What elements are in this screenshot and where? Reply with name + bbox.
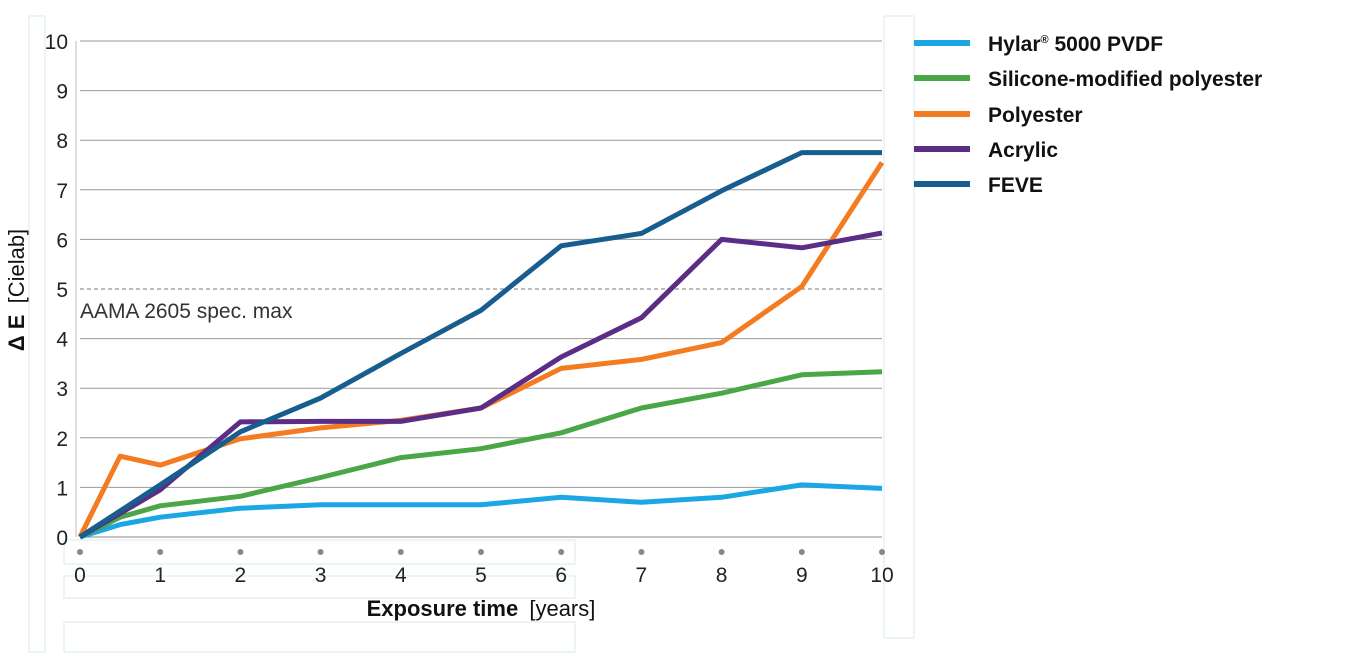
legend-label: Acrylic [988,139,1058,162]
x-axis-title: Exposure time [years] [367,596,596,621]
series-line [79,482,883,540]
y-tick-label: 9 [56,81,68,104]
x-tick-label: 7 [636,564,648,587]
x-tick-dots [77,549,885,555]
y-tick-label: 2 [56,428,68,451]
legend-label: Polyester [988,104,1083,127]
x-tick-label: 8 [716,564,728,587]
x-tick-label: 3 [315,564,327,587]
decorative-frames [28,15,915,653]
x-tick-label: 2 [235,564,247,587]
series-lines [77,150,885,540]
x-tick-dot [237,549,244,555]
legend-item: Polyester [914,104,1083,127]
series-line [77,161,885,539]
y-tick-labels: 0 1 2 3 4 5 6 7 8 9 10 [45,31,69,550]
legend: Hylar® 5000 PVDF Silicone-modified polye… [914,33,1262,197]
x-tick-dot [798,549,805,555]
x-tick-label: 6 [555,564,567,587]
legend-label: Hylar® 5000 PVDF [988,33,1163,56]
x-tick-dot [558,549,565,555]
x-tick-label: 10 [870,564,893,587]
x-tick-labels: 0 1 2 3 4 5 6 7 8 9 10 [74,564,894,587]
legend-item: Hylar® 5000 PVDF [914,33,1163,56]
y-tick-label: 0 [56,527,68,550]
x-axis-title-unit: [years] [529,596,595,621]
y-axis-title-main: Δ E [4,315,29,352]
y-tick-label: 7 [56,180,68,203]
x-tick-label: 9 [796,564,808,587]
legend-item: Acrylic [914,139,1058,162]
legend-item: Silicone-modified polyester [914,68,1262,91]
x-tick-dot [718,549,725,555]
y-tick-label: 5 [56,279,68,302]
legend-label: Silicone-modified polyester [988,68,1262,91]
x-tick-dot [478,549,484,555]
y-tick-label: 10 [45,31,68,54]
legend-item: FEVE [914,174,1043,197]
series-line [78,150,882,540]
x-axis-title-main: Exposure time [367,596,519,621]
x-tick-label: 5 [475,564,487,587]
legend-label: FEVE [988,174,1043,197]
x-tick-dot [77,549,83,555]
x-tick-dot [157,549,164,555]
y-tick-label: 4 [56,329,68,352]
x-tick-label: 4 [395,564,407,587]
x-tick-label: 1 [154,564,166,587]
reference-line-label: AAMA 2605 spec. max [80,300,293,323]
y-axis-title: Δ E [Cielab] [4,229,29,351]
series-line [78,230,883,540]
x-tick-dot [317,549,324,555]
y-tick-label: 1 [56,477,68,500]
grid-lines [75,40,882,538]
x-tick-dot [638,549,645,555]
x-tick-dot [397,549,404,555]
y-axis-title-unit: [Cielab] [4,229,29,304]
x-tick-dot [879,549,885,555]
x-tick-label: 0 [74,564,86,587]
y-tick-label: 6 [56,229,68,252]
series-line [78,369,883,540]
y-tick-label: 3 [56,378,68,401]
y-tick-label: 8 [56,130,68,153]
